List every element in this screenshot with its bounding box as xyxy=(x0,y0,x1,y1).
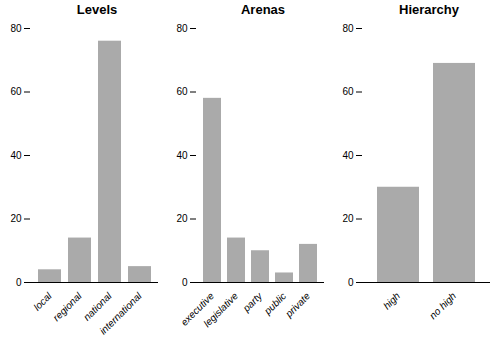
svg-text:20: 20 xyxy=(176,213,188,224)
svg-text:international: international xyxy=(97,290,144,337)
html-text:Levels: Levels xyxy=(76,2,118,17)
svg-text:80: 80 xyxy=(176,23,188,34)
svg-text:80: 80 xyxy=(10,23,22,34)
svg-text:high: high xyxy=(381,290,402,311)
svg-text:60: 60 xyxy=(176,86,188,97)
svg-text:0: 0 xyxy=(182,277,188,288)
svg-text:20: 20 xyxy=(10,213,22,224)
svg-text:80: 80 xyxy=(342,23,354,34)
svg-text:private: private xyxy=(282,290,312,320)
svg-text:local: local xyxy=(31,290,54,313)
svg-text:legislative: legislative xyxy=(201,290,240,329)
svg-text:20: 20 xyxy=(342,213,354,224)
svg-text:no high: no high xyxy=(427,290,458,321)
svg-text:60: 60 xyxy=(10,86,22,97)
svg-text:regional: regional xyxy=(51,290,84,323)
html-text:Arenas: Arenas xyxy=(241,2,285,17)
svg-text:0: 0 xyxy=(348,277,354,288)
svg-text:party: party xyxy=(240,290,265,315)
svg-text:public: public xyxy=(261,290,289,317)
svg-text:60: 60 xyxy=(342,86,354,97)
svg-text:40: 40 xyxy=(10,150,22,161)
svg-text:40: 40 xyxy=(342,150,354,161)
svg-text:0: 0 xyxy=(16,277,22,288)
svg-text:executive: executive xyxy=(178,290,217,328)
html-text:Hierarchy: Hierarchy xyxy=(399,2,459,17)
svg-text:40: 40 xyxy=(176,150,188,161)
